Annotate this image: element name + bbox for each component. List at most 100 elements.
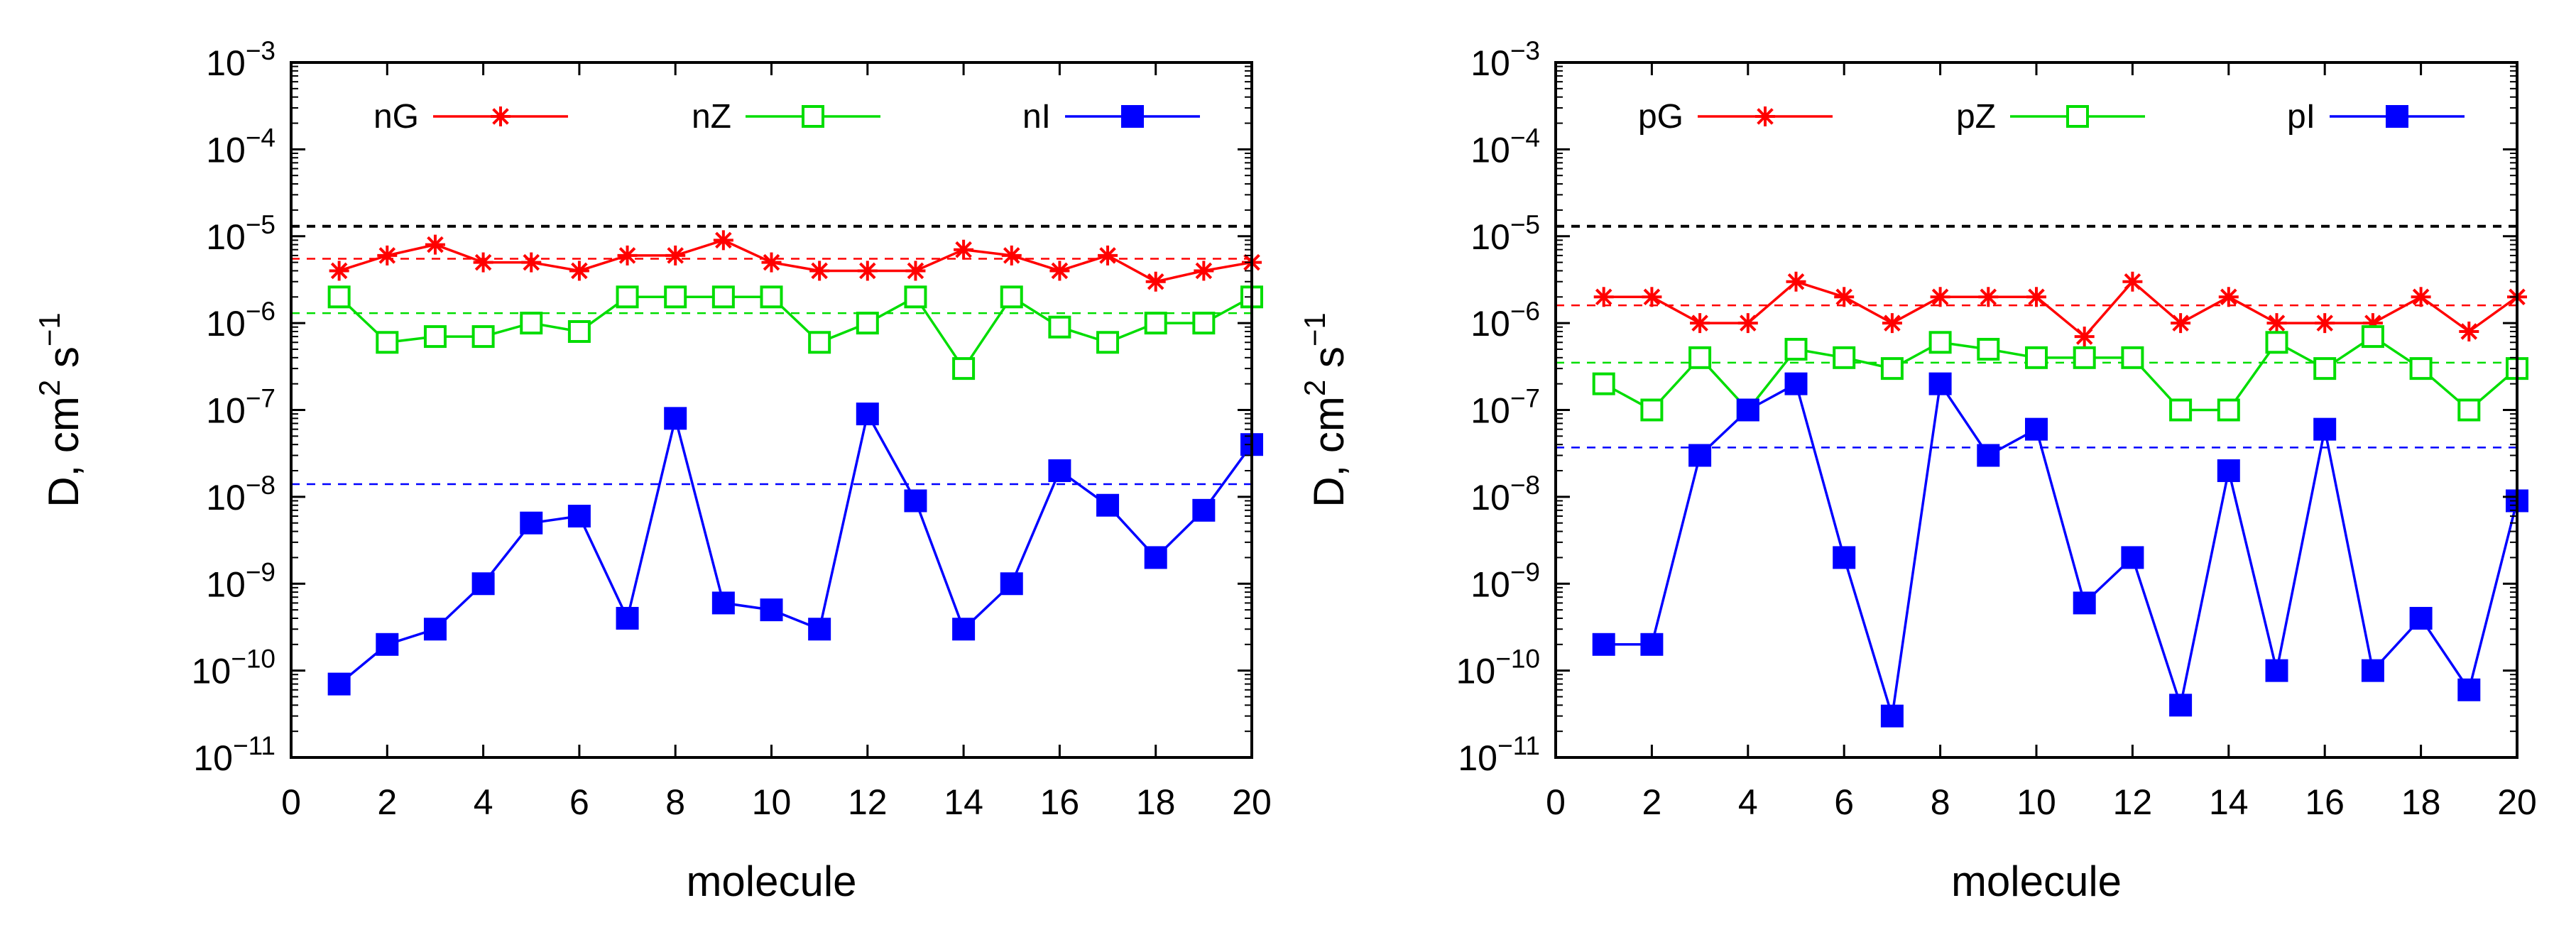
data-point-nZ-19 <box>1192 312 1216 335</box>
data-point-pI-10 <box>2025 417 2048 441</box>
data-point-pI-1 <box>1592 633 1615 656</box>
data-point-pG-3 <box>1690 313 1710 334</box>
y-tick-label: 10−4 <box>1470 123 1540 170</box>
data-point-nG-16 <box>1049 261 1070 281</box>
y-tick-label: 10−3 <box>1470 36 1540 83</box>
legend-label-pI: pI <box>2287 98 2315 136</box>
data-point-nG-9 <box>713 230 733 251</box>
y-tick-label: 10−4 <box>206 123 275 170</box>
data-point-nZ-2 <box>376 331 399 354</box>
data-point-nZ-6 <box>567 319 591 343</box>
y-tick-label: 10−3 <box>206 36 275 83</box>
legend-marker-pG <box>1755 106 1775 126</box>
data-point-pG-7 <box>1882 313 1902 334</box>
data-point-nG-18 <box>1145 271 1166 292</box>
data-point-nI-3 <box>423 618 447 641</box>
data-point-pZ-3 <box>1688 346 1712 369</box>
data-point-nG-5 <box>521 252 542 273</box>
legend-marker-pZ <box>2066 105 2089 128</box>
data-point-nZ-11 <box>808 331 831 354</box>
y-axis-title: D, cm2 s−1 <box>33 312 87 508</box>
data-point-nG-10 <box>761 252 782 273</box>
data-point-pZ-18 <box>2409 357 2433 381</box>
data-point-pZ-11 <box>2073 346 2096 369</box>
data-point-pZ-9 <box>1977 337 2000 361</box>
data-point-nZ-5 <box>520 312 543 335</box>
x-tick-label: 20 <box>1232 782 1272 822</box>
data-point-nZ-7 <box>616 285 639 309</box>
y-tick-label: 10−10 <box>192 645 275 691</box>
data-point-nZ-1 <box>327 285 351 309</box>
x-tick-label: 16 <box>2305 782 2345 822</box>
y-tick-label: 10−5 <box>1470 210 1540 257</box>
data-point-pZ-5 <box>1784 337 1808 361</box>
x-tick-label: 18 <box>1136 782 1176 822</box>
data-point-nZ-9 <box>711 285 735 309</box>
data-point-nI-2 <box>376 633 399 656</box>
data-point-nZ-10 <box>760 285 783 309</box>
data-point-pZ-12 <box>2121 346 2144 369</box>
data-point-nG-6 <box>569 261 589 281</box>
legend-label-pG: pG <box>1638 98 1683 136</box>
data-point-pI-3 <box>1688 444 1712 467</box>
x-axis-title: molecule <box>1951 858 2122 905</box>
data-point-pI-15 <box>2265 659 2288 682</box>
x-tick-label: 2 <box>1642 782 1661 822</box>
data-point-pI-4 <box>1736 398 1759 422</box>
data-point-nZ-18 <box>1144 312 1167 335</box>
y-tick-label: 10−6 <box>206 297 275 344</box>
data-point-pI-2 <box>1640 633 1664 656</box>
data-point-nI-17 <box>1096 493 1120 517</box>
data-point-nG-7 <box>617 245 638 266</box>
data-point-nI-14 <box>952 618 976 641</box>
data-point-nG-3 <box>425 234 445 255</box>
data-point-nI-12 <box>856 403 879 426</box>
chart-panel-2: 0 2 4 6 8 10 12 14 16 18 20 10−11 10−10 10−9 10−8 10−7 1… <box>1298 36 2537 905</box>
data-point-nZ-17 <box>1096 331 1120 354</box>
legend-marker-nZ <box>802 105 824 128</box>
y-tick-label: 10−8 <box>206 471 275 518</box>
legend-label-nI: nI <box>1022 98 1051 136</box>
data-point-pZ-15 <box>2265 331 2288 354</box>
data-point-pG-5 <box>1786 271 1806 292</box>
x-tick-label: 2 <box>377 782 397 822</box>
x-tick-label: 6 <box>1834 782 1854 822</box>
data-point-nZ-13 <box>904 285 927 309</box>
legend-label-nG: nG <box>373 98 419 136</box>
data-point-nG-1 <box>329 261 349 281</box>
y-tick-label: 10−11 <box>193 731 275 778</box>
data-point-pZ-13 <box>2169 398 2193 422</box>
data-point-pG-12 <box>2122 271 2143 292</box>
data-point-pI-6 <box>1833 546 1856 569</box>
series-line-nI <box>338 410 1253 685</box>
data-point-pI-7 <box>1880 704 1904 728</box>
data-point-pZ-19 <box>2457 398 2481 422</box>
data-point-pZ-7 <box>1880 357 1904 381</box>
plot-frame <box>290 61 1253 759</box>
x-tick-label: 14 <box>2209 782 2249 822</box>
data-point-nI-15 <box>1000 572 1023 596</box>
x-tick-label: 10 <box>752 782 792 822</box>
data-point-pI-12 <box>2121 546 2144 569</box>
data-point-nG-13 <box>905 261 926 281</box>
data-point-pZ-16 <box>2313 357 2337 381</box>
chart-panel-1: 0 2 4 6 8 10 12 14 16 18 20 10−11 10−10 10−9 10−8 10−7 1… <box>33 36 1272 905</box>
data-point-nZ-3 <box>423 325 447 349</box>
legend-marker-pI <box>2386 105 2408 128</box>
y-tick-label: 10−11 <box>1458 731 1540 778</box>
y-tick-label: 10−9 <box>206 557 275 604</box>
data-point-pI-9 <box>1977 444 2000 467</box>
data-point-pI-5 <box>1784 372 1808 395</box>
y-tick-label: 10−7 <box>1470 384 1540 431</box>
x-tick-label: 16 <box>1040 782 1080 822</box>
data-point-pG-2 <box>1642 287 1662 307</box>
data-point-pG-8 <box>1930 287 1950 307</box>
x-tick-label: 18 <box>2401 782 2441 822</box>
data-point-pG-9 <box>1978 287 1999 307</box>
data-point-nG-17 <box>1098 245 1118 266</box>
data-point-nG-4 <box>473 252 493 273</box>
data-point-nI-6 <box>567 505 591 528</box>
data-point-nG-19 <box>1194 261 1214 281</box>
x-tick-label: 10 <box>2016 782 2056 822</box>
